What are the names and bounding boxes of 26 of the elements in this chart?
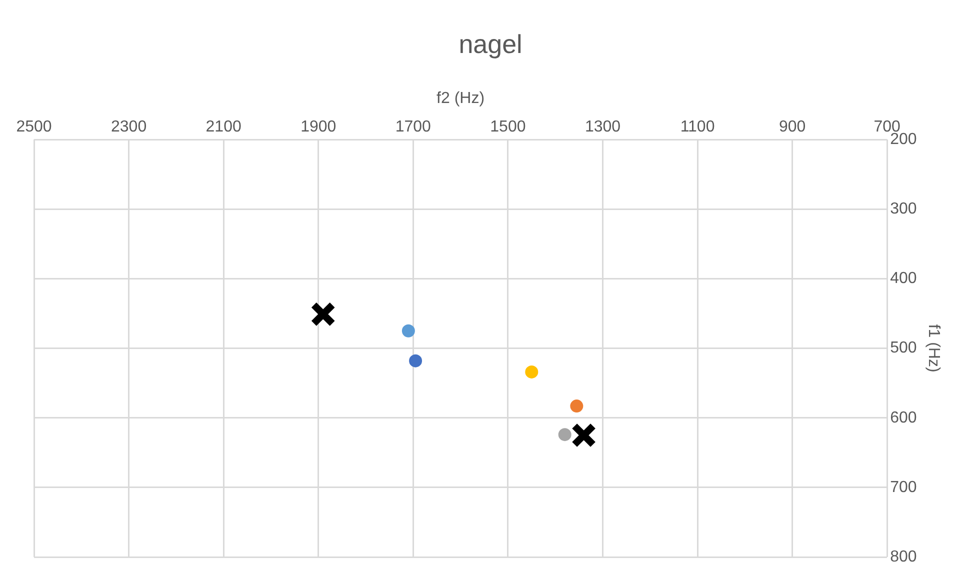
point [558, 428, 572, 442]
x-tick-label: 1700 [395, 118, 432, 136]
x-axis-title: f2 (Hz) [436, 90, 485, 108]
chart-title: nagel [458, 28, 522, 59]
y-tick-label: 200 [890, 131, 917, 148]
x-tick-label: 1500 [490, 118, 526, 136]
point [525, 365, 538, 378]
y-tick-label: 400 [890, 270, 917, 288]
x-tick-label: 2300 [110, 118, 147, 136]
point [571, 422, 596, 448]
y-tick-label: 800 [890, 548, 917, 566]
y-tick-label: 500 [890, 340, 917, 357]
x-tick-label: 900 [778, 118, 806, 136]
point [310, 302, 336, 327]
x-tick-label: 2500 [16, 118, 52, 136]
y-tick-label: 700 [890, 478, 917, 496]
y-tick-label: 600 [890, 409, 917, 426]
point [570, 400, 584, 413]
point [409, 354, 422, 368]
point [402, 324, 415, 338]
x-tick-label: 2100 [206, 118, 242, 136]
x-tick-label: 1900 [300, 118, 336, 136]
y-axis-title: f1 (Hz) [924, 324, 942, 372]
x-tick-label: 1300 [584, 118, 621, 136]
y-tick-label: 300 [890, 200, 917, 218]
x-tick-label: 1100 [680, 118, 715, 136]
